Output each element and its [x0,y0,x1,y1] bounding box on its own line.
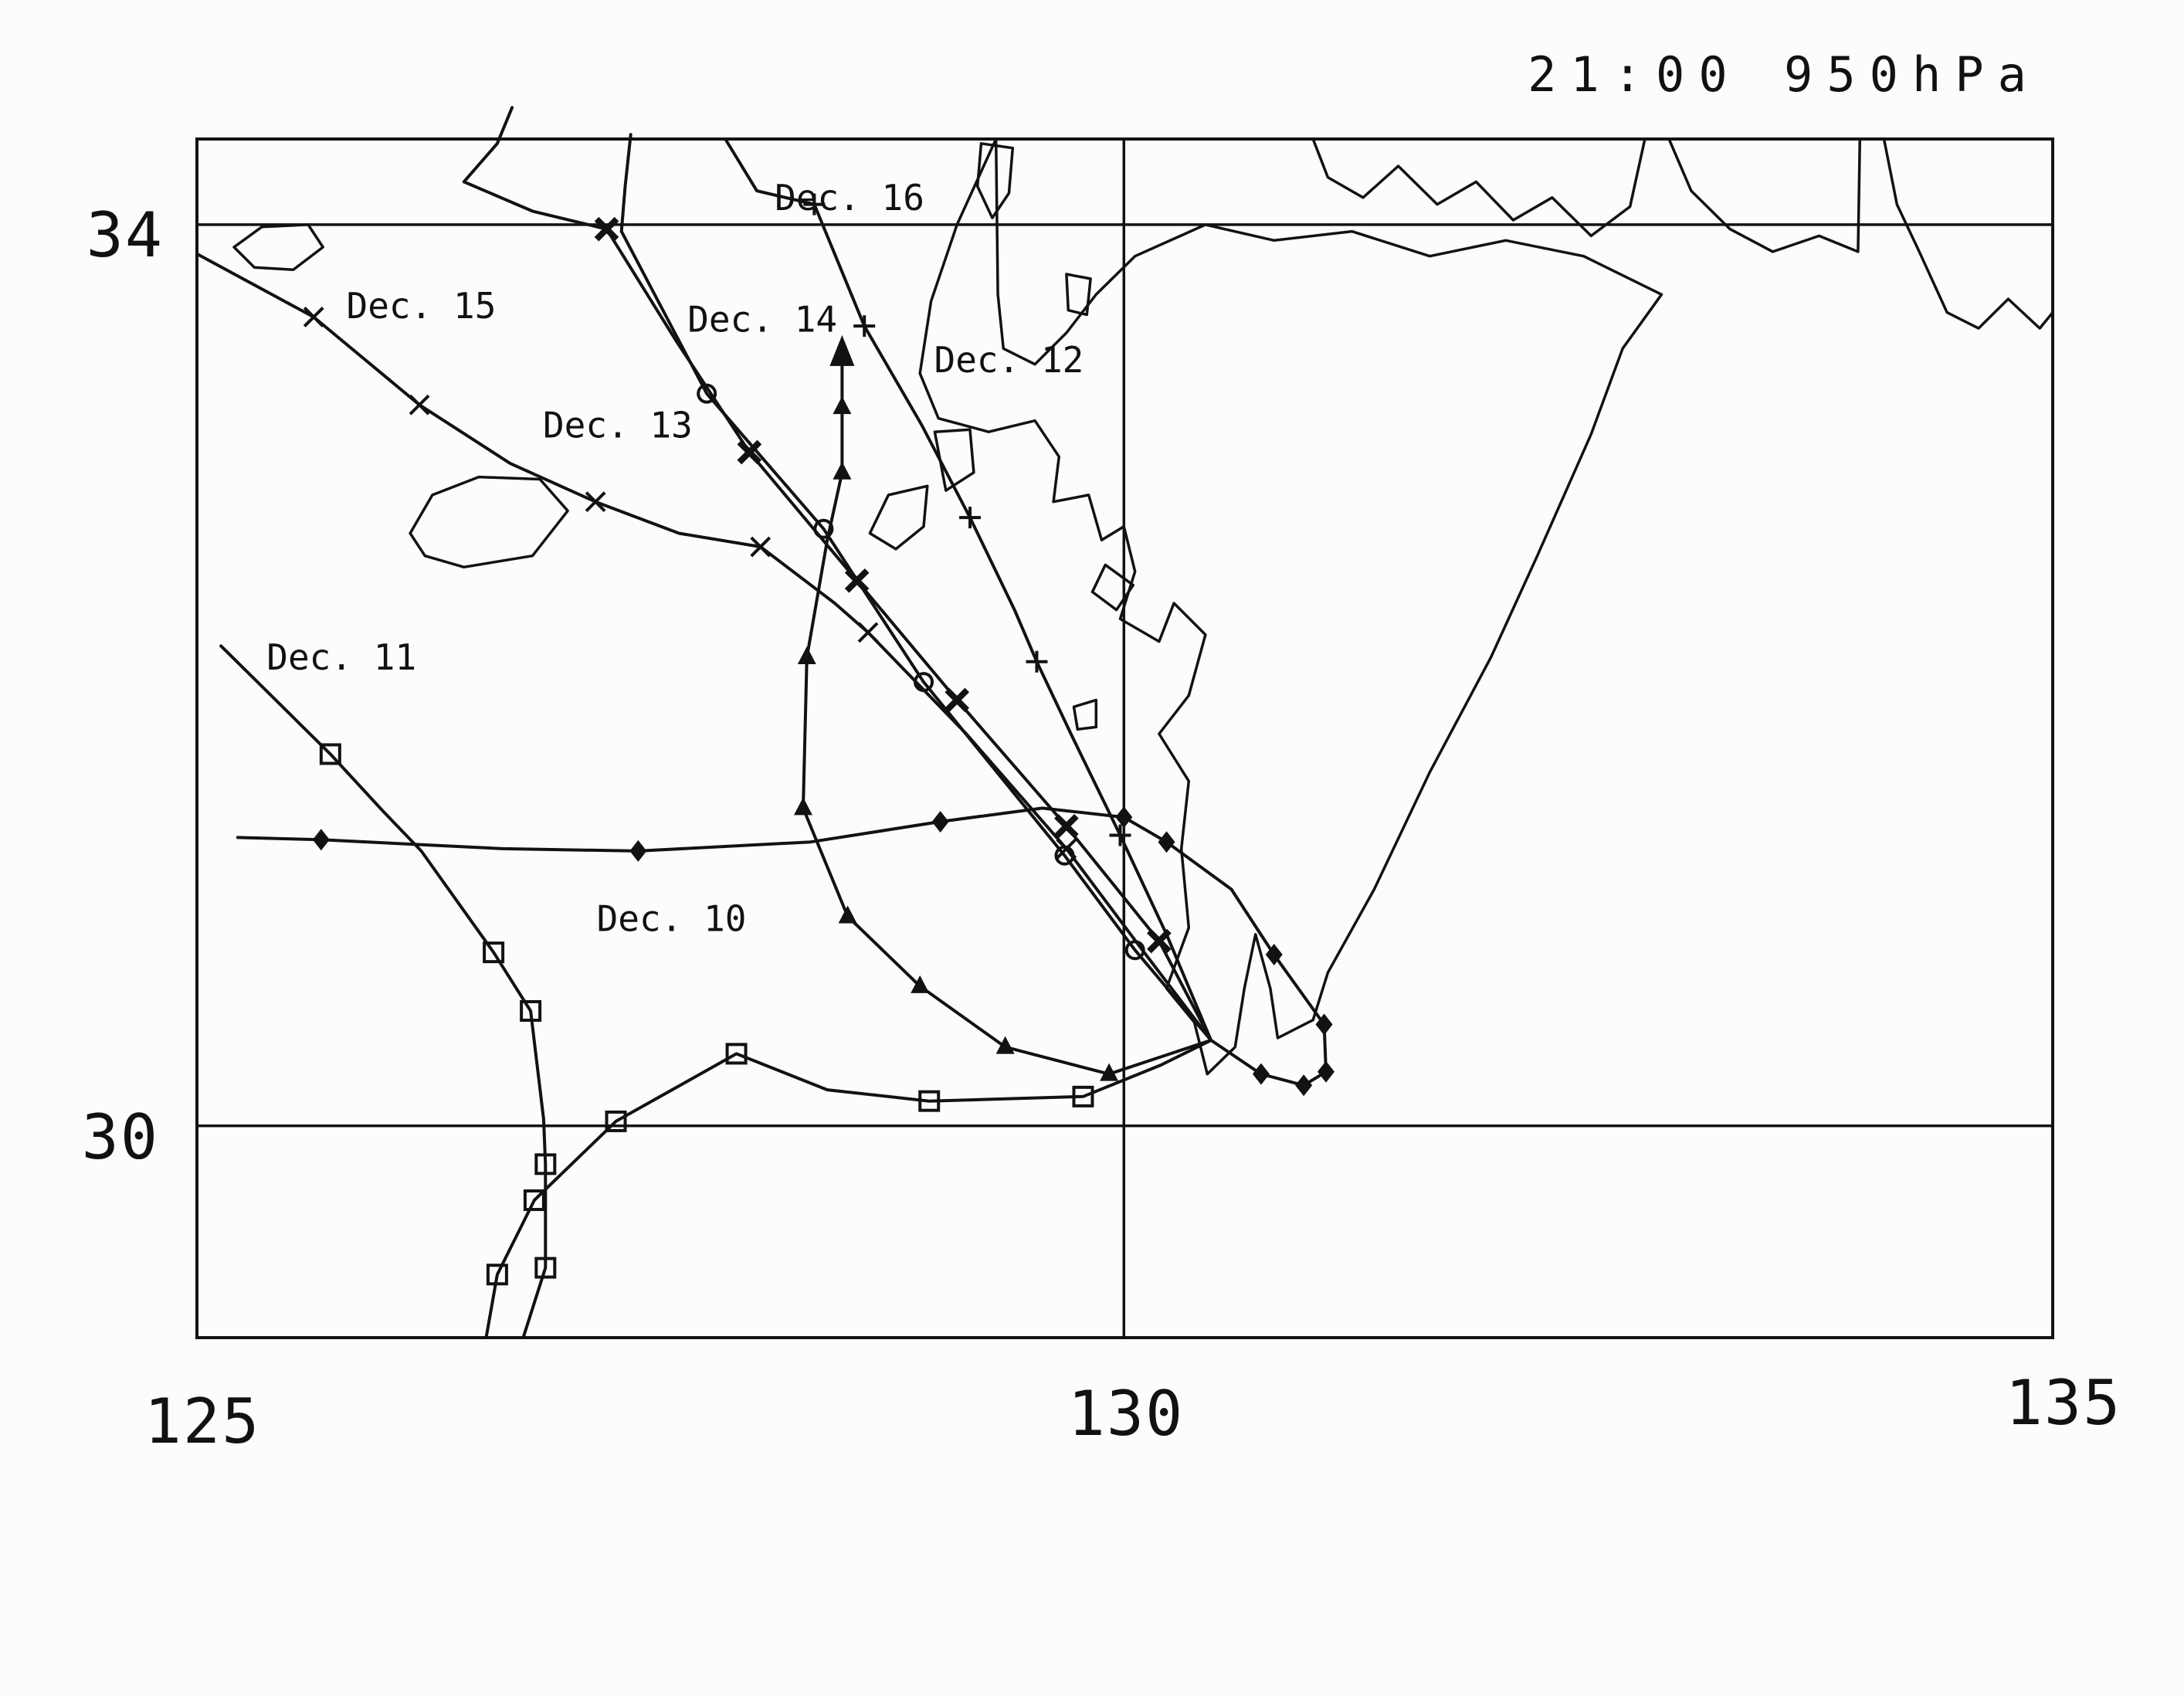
marker-dec-11 [534,1153,557,1175]
trajectory-dec-13 [619,133,1213,1042]
marker-dec-15 [585,491,606,513]
coastline-goto-island-south [868,484,929,551]
trajectory-label-dec-13: Dec. 13 [543,404,693,446]
marker-dec-12 [793,797,812,816]
marker-dec-14 [594,216,619,242]
marker-dec-15 [1056,838,1077,860]
trajectory-label-dec-12: Dec. 12 [934,339,1084,381]
lat-tick-30: 30 [82,1101,159,1173]
marker-dec-10 [312,829,330,851]
marker-dec-11 [483,941,505,964]
coastline-koshikijima-island [1072,698,1098,731]
marker-dec-16 [803,193,826,215]
coastline-goto-island-north [933,428,975,492]
lon-tick-130: 130 [1068,1378,1185,1450]
marker-dec-11 [486,1264,508,1286]
header-time-pressure: 21:00 950hPa [1528,46,2040,103]
marker-dec-11 [319,743,341,765]
trajectory-dec-16 [724,137,1213,1042]
coastline-west-islet-north [232,223,324,271]
marker-dec-10 [1252,1063,1270,1085]
marker-dec-10 [1158,831,1175,853]
marker-dec-12 [833,461,852,480]
marker-dec-12 [797,646,816,664]
marker-dec-10 [1317,1060,1334,1083]
marker-dec-15 [303,307,324,327]
coastline-iki-island [1065,273,1092,317]
lat-tick-34: 34 [86,199,164,271]
marker-dec-14 [737,439,762,465]
trajectory-dec-10 [236,806,1328,1087]
coastline-amakusa-islet [1090,563,1135,612]
marker-dec-11 [523,1189,545,1212]
marker-dec-14 [944,687,970,713]
marker-dec-16 [1109,824,1131,846]
trajectory-dec-11-seg2 [484,1038,1213,1339]
marker-dec-10 [1265,944,1283,966]
marker-dec-16 [959,507,982,529]
marker-dec-11 [605,1110,627,1132]
marker-dec-12 [911,975,930,993]
marker-dec-14 [1054,813,1079,839]
trajectory-label-dec-15: Dec. 15 [347,285,497,327]
marker-dec-15 [750,536,772,558]
marker-dec-11 [918,1090,941,1112]
marker-dec-10 [1115,806,1133,829]
marker-dec-16 [853,315,876,338]
marker-dec-12 [995,1036,1015,1054]
trajectory-label-dec-16: Dec. 16 [775,177,924,219]
trajectory-label-dec-11: Dec. 11 [266,636,416,678]
marker-dec-12 [1100,1063,1119,1081]
marker-dec-15 [409,394,430,416]
trajectory-label-dec-10: Dec. 10 [597,897,747,939]
lon-tick-125: 125 [144,1386,261,1457]
marker-dec-14 [844,568,870,593]
coastline-west-islet-south [409,475,569,569]
trajectory-arrow-dec-12 [829,334,855,366]
marker-dec-10 [931,810,949,833]
coastline-kyushu-mainland [918,137,1663,1076]
marker-dec-10 [629,840,647,862]
marker-dec-11 [725,1043,748,1065]
coastline-tsushima-island [975,142,1015,219]
coastline-honshu-coast-west [1311,138,1646,238]
trajectory-dec-11-seg1 [219,644,548,1339]
marker-dec-11 [1072,1085,1094,1107]
marker-dec-10 [1315,1013,1333,1036]
marker-dec-12 [833,396,852,415]
marker-dec-15 [857,622,879,643]
marker-dec-11 [520,999,542,1022]
trajectory-dec-14 [462,106,1213,1042]
marker-dec-10 [1295,1074,1313,1097]
marker-dec-11 [534,1257,557,1279]
coastline-shikoku-coast [1882,138,2054,330]
coastline-honshu-coast-east [1667,138,1862,253]
marker-dec-16 [1026,650,1048,673]
marker-dec-12 [838,905,857,924]
trajectory-label-dec-14: Dec. 14 [687,298,837,340]
lon-tick-135: 135 [2006,1367,2122,1439]
generated-map-layers: Dec. 10 Dec. 11 Dec. 12 Dec. 13 Dec. 14 Dec. … [195,106,2054,1339]
